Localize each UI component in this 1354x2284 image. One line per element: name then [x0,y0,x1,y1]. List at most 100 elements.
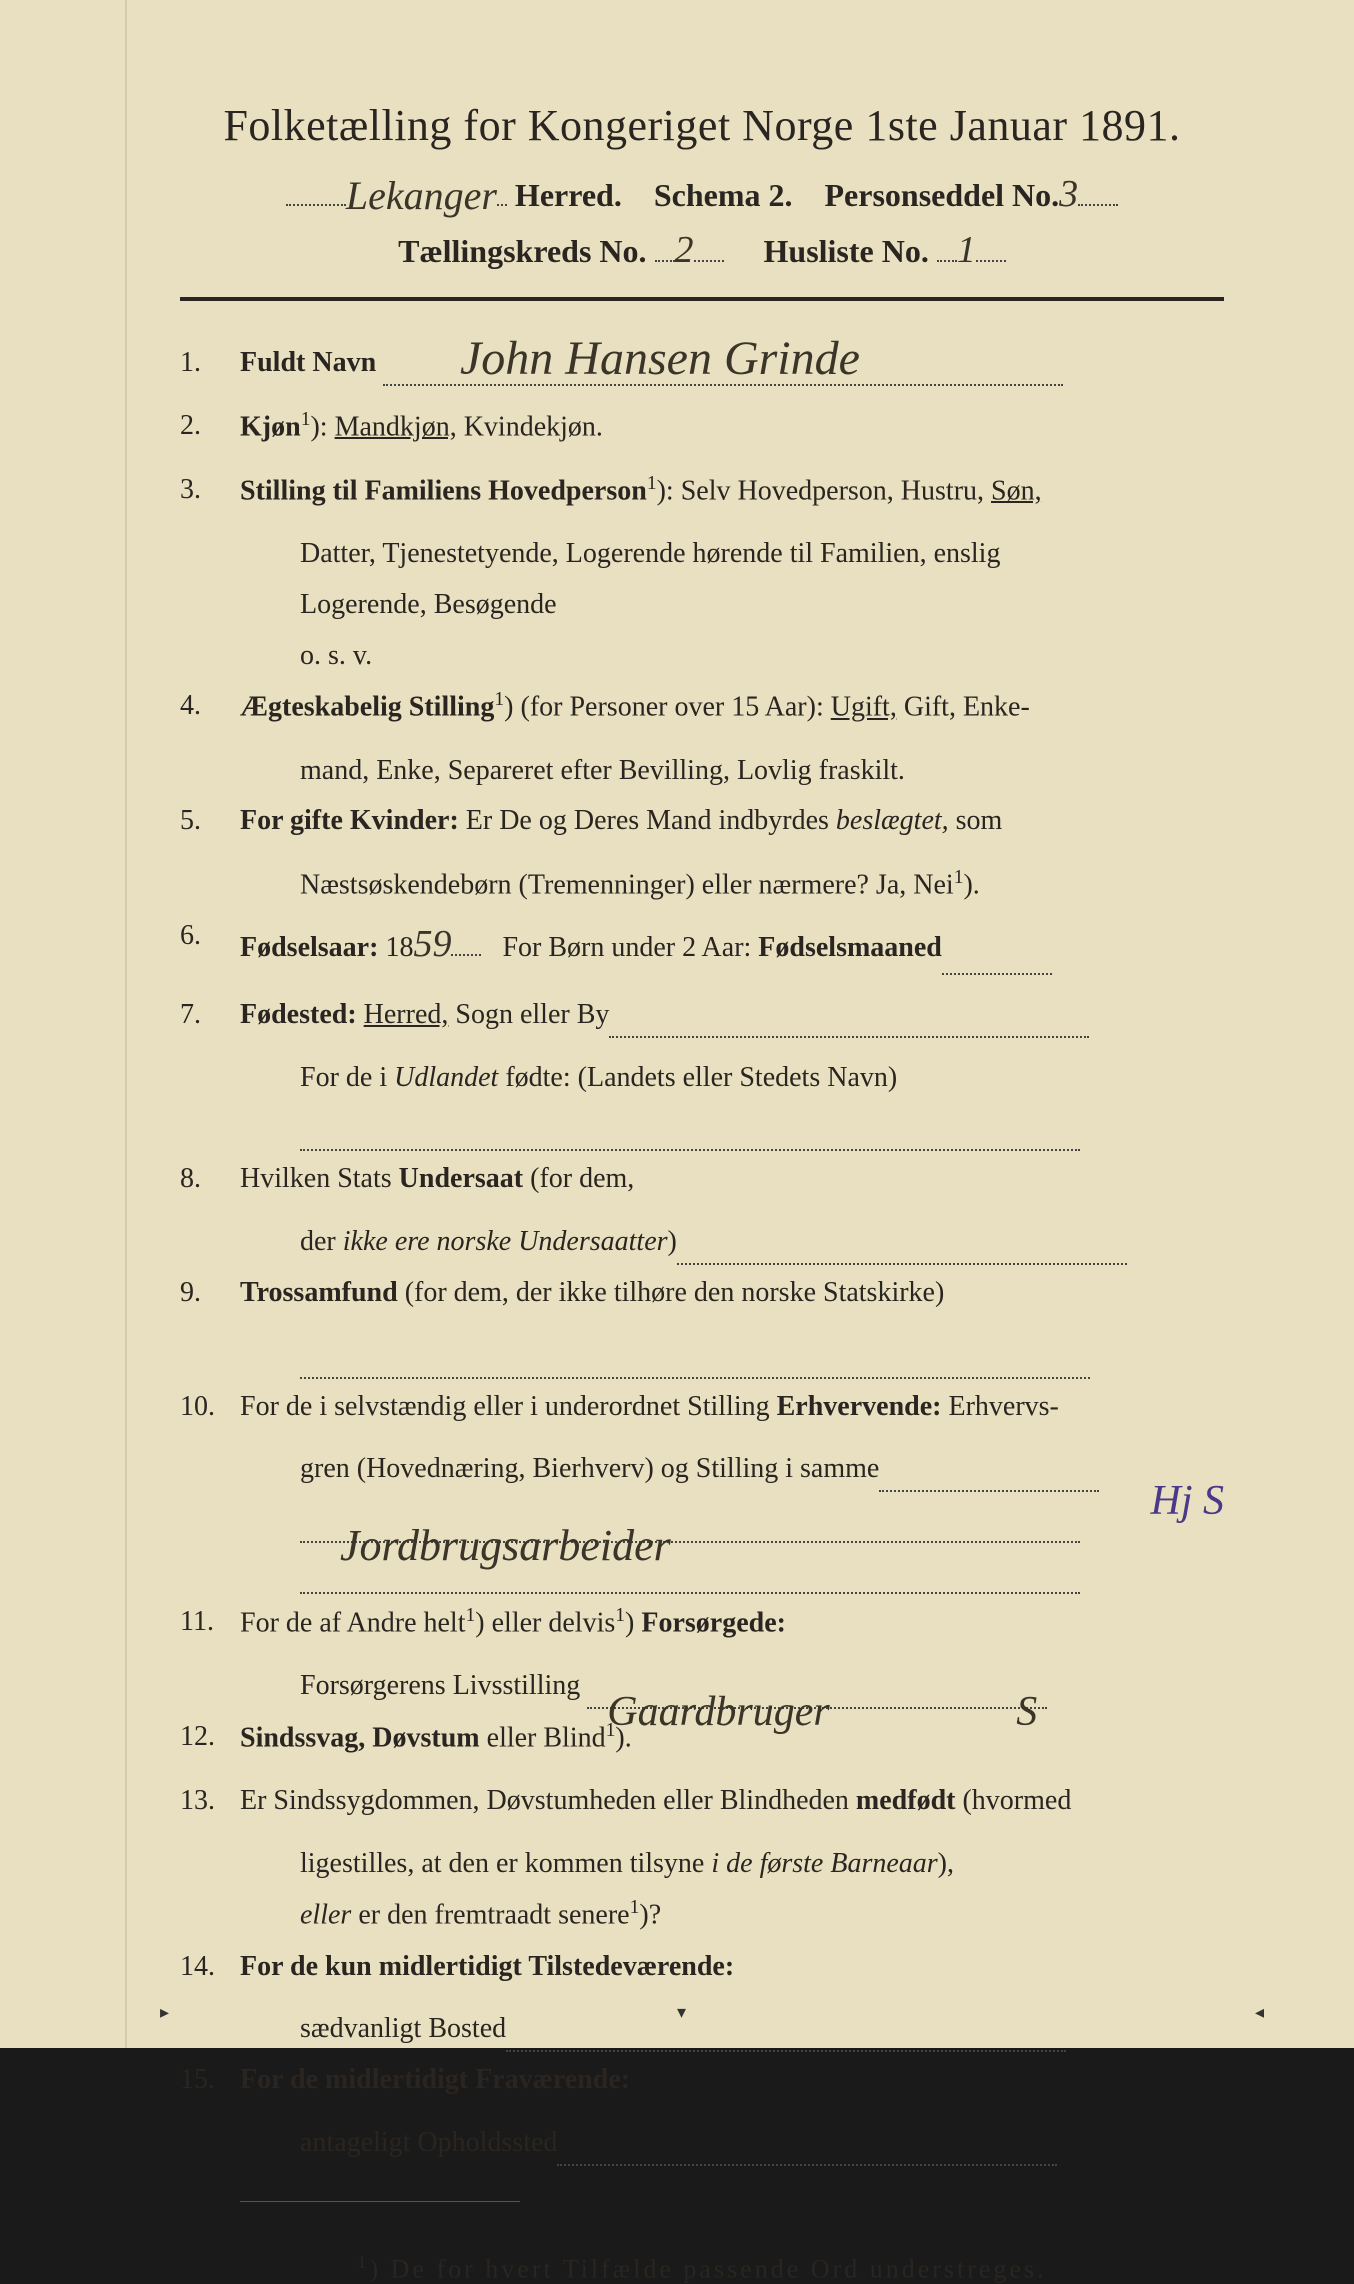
personseddel-label: Personseddel No. [825,177,1060,213]
item-4-text2: Gift, Enke- [897,692,1030,723]
item-9: 9. Trossamfund (for dem, der ikke tilhør… [180,1271,1224,1316]
herred-label: Herred. [515,177,622,213]
item-15-line2: antageligt Opholdssted [300,2127,557,2158]
item-5-sup2: 1 [954,867,964,888]
birth-year-hw: 59 [413,923,451,965]
item-4-text1: ) (for Personer over 15 Aar): [504,692,831,723]
item-13-text2: (hvormed [955,1785,1071,1816]
item-8-label: Undersaat [399,1163,523,1194]
item-10-num: 10. [180,1385,215,1430]
husliste-no: 1 [957,229,976,271]
item-8-text1: Hvilken Stats [240,1163,399,1194]
corner-mark-right: ◂ [1255,2002,1264,2023]
item-11-line2: Forsørgerens Livsstilling [300,1670,580,1701]
item-3-cont3: o. s. v. [180,634,1224,679]
item-3: 3. Stilling til Familiens Hovedperson1):… [180,468,1224,514]
item-7-text1: Sogn eller By [448,999,609,1030]
item-13-num: 13. [180,1779,215,1824]
item-2-num: 2. [180,404,201,449]
item-7-line2b: Udlandet [394,1062,498,1093]
header-row-2: Tællingskreds No. 2 Husliste No. 1 [180,228,1224,272]
page-title: Folketælling for Kongeriget Norge 1ste J… [180,100,1224,151]
item-4-num: 4. [180,684,201,729]
item-9-label: Trossamfund [240,1277,398,1308]
item-4-ugift: Ugift, [831,692,897,723]
item-13: 13. Er Sindssygdommen, Døvstumheden elle… [180,1779,1224,1824]
item-14-num: 14. [180,1945,215,1990]
item-15-num: 15. [180,2058,215,2103]
item-12: 12. Sindssvag, Døvstum eller Blind1). [180,1715,1224,1761]
item-5-num: 5. [180,799,201,844]
item-4-label: Ægteskabelig Stilling [240,692,494,723]
item-5-label: For gifte Kvinder: [240,805,459,836]
item-13-text1: Er Sindssygdommen, Døvstumheden eller Bl… [240,1785,856,1816]
item-6-prefix: 18 [378,932,413,963]
herred-handwritten: Lekanger [346,172,497,219]
item-14: 14. For de kun midlertidigt Tilstedevære… [180,1945,1224,1990]
item-10-cont: gren (Hovednæring, Bierhverv) og Stillin… [180,1447,1224,1492]
item-13-line3c: )? [639,1900,661,1931]
item-4-cont: mand, Enke, Separeret efter Bevilling, L… [180,749,1224,794]
item-7-label: Fødested: [240,999,357,1030]
item-3-sup: 1 [647,473,657,494]
schema-label: Schema 2. [654,177,793,213]
item-10-hw-line: Jordbrugsarbeider Hj S [180,1498,1224,1543]
footnote-text: ) De for hvert Tilfælde passende Ord und… [369,2254,1046,2283]
item-15: 15. For de midlertidigt Fraværende: [180,2058,1224,2103]
item-10-text1: For de i selvstændig eller i underordnet… [240,1391,777,1422]
item-15-label: For de midlertidigt Fraværende: [240,2064,630,2095]
item-7-cont: For de i Udlandet fødte: (Landets eller … [180,1056,1224,1101]
taellingskreds-label: Tællingskreds No. [398,233,646,269]
corner-mark-mid: ▾ [677,2002,686,2023]
item-7-dotline [180,1107,1224,1152]
item-13-line2c: ), [938,1848,954,1879]
item-2: 2. Kjøn1): Mandkjøn, Kvindekjøn. [180,404,1224,450]
hjs-annotation: Hj S [1151,1468,1225,1535]
item-5-italic: beslægtet, [836,805,949,836]
item-10-text2: Erhvervs- [941,1391,1058,1422]
item-3-son: Søn, [991,475,1042,506]
item-11-sup2: 1 [615,1605,625,1626]
item-12-num: 12. [180,1715,215,1760]
item-6-num: 6. [180,914,201,959]
item-13-line2a: ligestilles, at den er kommen tilsyne [300,1848,711,1879]
item-8-line2a: der [300,1226,343,1257]
item-13-cont1: ligestilles, at den er kommen tilsyne i … [180,1842,1224,1887]
item-11-num: 11. [180,1600,214,1645]
item-6: 6. Fødselsaar: 1859 For Børn under 2 Aar… [180,914,1224,975]
item-6-label: Fødselsaar: [240,932,378,963]
item-10-line2: gren (Hovednæring, Bierhverv) og Stillin… [300,1453,879,1484]
item-8-num: 8. [180,1157,201,1202]
item-5-cont: Næstsøskendebørn (Tremenninger) eller næ… [180,862,1224,908]
item-12-end: ). [615,1722,631,1753]
husliste-label: Husliste No. [764,233,929,269]
item-10-dotline2 [180,1549,1224,1594]
personseddel-no: 3 [1059,173,1078,215]
item-2-sup: 1 [301,409,311,430]
item-2-mandkjon: Mandkjøn, [335,411,457,442]
item-3-cont1: Datter, Tjenestetyende, Logerende hørend… [180,532,1224,577]
item-9-text: (for dem, der ikke tilhøre den norske St… [398,1277,945,1308]
item-4: 4. Ægteskabelig Stilling1) (for Personer… [180,684,1224,730]
item-5-text2: som [949,805,1003,836]
item-14-label: For de kun midlertidigt Tilstedeværende: [240,1951,734,1982]
full-name-handwritten: John Hansen Grinde [460,321,860,398]
divider-rule [180,297,1224,301]
item-11-text2: ) eller delvis [475,1607,615,1638]
item-8-line2c: ) [668,1226,677,1257]
item-7-herred: Herred, [364,999,449,1030]
item-11-cont: Forsørgerens Livsstilling Gaardbruger S [180,1664,1224,1709]
item-9-dotline [180,1334,1224,1379]
item-12-sup: 1 [606,1720,616,1741]
item-11: 11. For de af Andre helt1) eller delvis1… [180,1600,1224,1646]
item-12-label: Sindssvag, Døvstum [240,1722,480,1753]
item-11-label: Forsørgede: [641,1607,786,1638]
item-3-line1: Selv Hovedperson, Hustru, [681,475,991,506]
item-11-sup1: 1 [466,1605,476,1626]
item-8: 8. Hvilken Stats Undersaat (for dem, [180,1157,1224,1202]
item-6-label2: Fødselsmaaned [758,932,942,963]
item-7-num: 7. [180,993,201,1038]
item-5-end: ). [963,869,979,900]
header-row-1: Lekanger Herred. Schema 2. Personseddel … [180,169,1224,216]
item-13-line3b: er den fremtraadt senere [351,1900,629,1931]
